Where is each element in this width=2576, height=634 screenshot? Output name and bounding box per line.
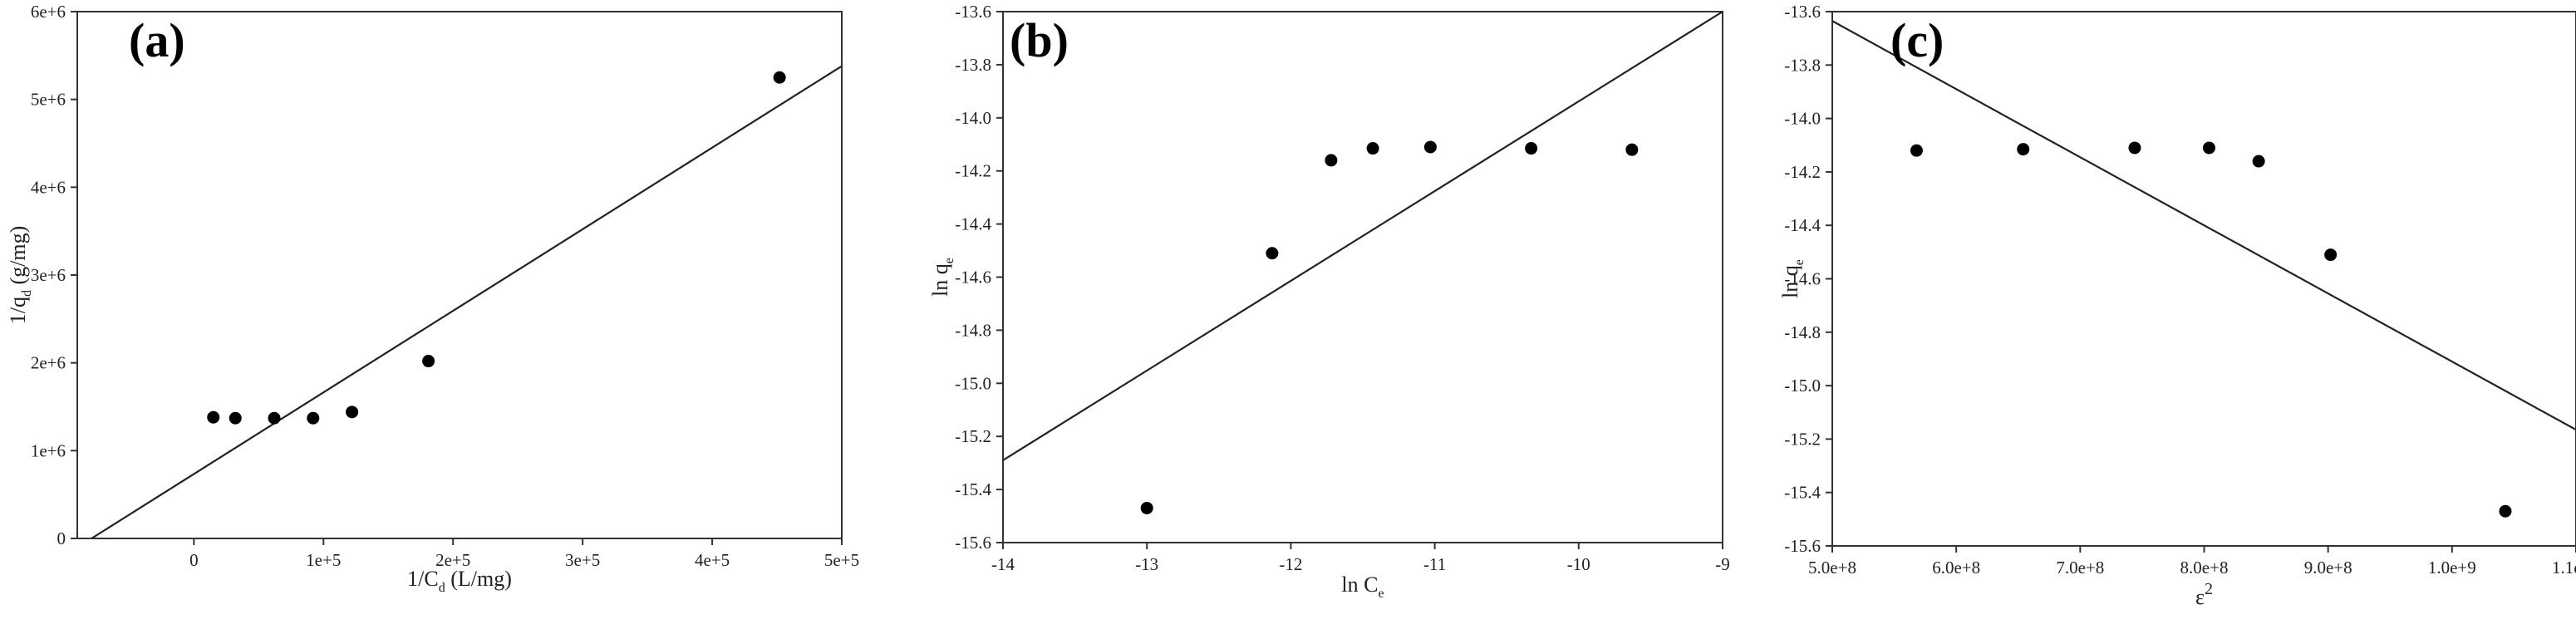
data-point bbox=[207, 410, 220, 424]
x-tick-label: -14 bbox=[991, 554, 1015, 574]
chart-panel-1: -15.6 -15.4 -15.2 -15.0 -14.8 -14.6 -14.4 -14.2… bbox=[928, 2, 1730, 601]
y-tick-label: -13.6 bbox=[1784, 2, 1821, 22]
x-tick-label: 8.0e+8 bbox=[2180, 558, 2229, 577]
y-tick-label: -14.0 bbox=[1784, 109, 1821, 129]
y-tick-label: -15.4 bbox=[955, 479, 991, 499]
data-point bbox=[307, 411, 320, 425]
y-tick-label: 4e+6 bbox=[31, 177, 66, 197]
y-axis-label: ln qe bbox=[1778, 259, 1807, 298]
data-point bbox=[422, 355, 435, 368]
data-point bbox=[1325, 154, 1338, 167]
y-tick-label: -14.8 bbox=[955, 320, 991, 340]
x-tick-label: 5e+5 bbox=[824, 550, 859, 570]
x-tick-label: 5.0e+8 bbox=[1808, 558, 1856, 577]
y-tick-label: -15.2 bbox=[1784, 429, 1821, 449]
y-tick-label: 5e+6 bbox=[31, 90, 66, 110]
fit-line bbox=[91, 65, 842, 538]
y-tick-label: -14.6 bbox=[1784, 269, 1821, 289]
y-tick-label: -13.6 bbox=[955, 2, 991, 22]
panel-label: (a) bbox=[129, 13, 185, 67]
plot-frame bbox=[1831, 11, 2576, 547]
y-tick-label: 1e+6 bbox=[31, 440, 66, 460]
y-tick-label: -13.8 bbox=[955, 55, 991, 75]
y-tick-label: -14.0 bbox=[955, 108, 991, 128]
data-point bbox=[1625, 143, 1639, 156]
y-tick-label: -15.6 bbox=[1784, 536, 1821, 556]
y-tick-label: -15.4 bbox=[1784, 483, 1821, 503]
y-tick-label: 2e+6 bbox=[31, 353, 66, 373]
data-point bbox=[2499, 504, 2512, 518]
chart-panel-2: -15.6 -15.4 -15.2 -15.0 -14.8 -14.6 -14.4 -14.2… bbox=[1778, 2, 2576, 609]
y-tick-label: -14.6 bbox=[955, 268, 991, 288]
x-tick-label: 6.0e+8 bbox=[1932, 558, 1980, 577]
data-point bbox=[773, 71, 786, 84]
data-point bbox=[1266, 247, 1279, 260]
y-axis-label: 1/qd (g/mg) bbox=[6, 226, 34, 325]
panel-label: (c) bbox=[1890, 13, 1944, 67]
y-tick-label: -15.6 bbox=[955, 533, 991, 553]
fit-line bbox=[1832, 20, 2576, 431]
x-tick-label: 7.0e+8 bbox=[2056, 558, 2104, 577]
x-tick-label: -11 bbox=[1423, 554, 1446, 574]
plot-frame bbox=[1002, 11, 1723, 543]
x-tick-label: 4e+5 bbox=[695, 550, 730, 570]
data-point bbox=[2202, 141, 2215, 155]
x-tick-label: 1.0e+9 bbox=[2428, 558, 2476, 577]
x-tick-label: 9.0e+8 bbox=[2304, 558, 2352, 577]
y-tick-label: 0 bbox=[57, 528, 66, 548]
y-tick-label: 3e+6 bbox=[31, 265, 66, 285]
data-point bbox=[229, 411, 242, 425]
x-tick-label: 1e+5 bbox=[306, 550, 341, 570]
data-point bbox=[1366, 142, 1379, 155]
y-tick-label: -15.2 bbox=[955, 426, 991, 446]
data-point bbox=[1140, 501, 1153, 514]
x-tick-label: -12 bbox=[1279, 554, 1302, 574]
x-tick-label: -10 bbox=[1567, 554, 1590, 574]
y-axis-label: ln qe bbox=[928, 258, 956, 297]
y-tick-label: -15.0 bbox=[955, 373, 991, 393]
y-tick-label: -13.8 bbox=[1784, 55, 1821, 75]
y-tick-label: 6e+6 bbox=[31, 2, 66, 22]
data-point bbox=[1910, 144, 1923, 157]
y-tick-label: -14.2 bbox=[955, 161, 991, 181]
x-axis-label: ln Ce bbox=[1341, 573, 1384, 601]
data-point bbox=[2128, 141, 2141, 155]
x-axis-label: 1/Cd (L/mg) bbox=[407, 567, 512, 595]
y-tick-label: -14.4 bbox=[1784, 215, 1821, 235]
panel-label: (b) bbox=[1010, 13, 1069, 67]
x-tick-label: -13 bbox=[1135, 554, 1158, 574]
fit-line bbox=[1003, 12, 1723, 461]
x-axis-label: ε2 bbox=[2195, 580, 2213, 609]
data-point bbox=[1423, 140, 1437, 154]
y-tick-label: -14.8 bbox=[1784, 322, 1821, 342]
data-point bbox=[2324, 248, 2338, 262]
x-tick-label: 1.1e+9 bbox=[2552, 558, 2576, 577]
chart-panel-0: 0 1e+6 2e+6 3e+6 4e+6 5e+6 6e+6 0 1e+5 2e+5 3e+5 4e… bbox=[6, 2, 859, 595]
plot-frame bbox=[76, 11, 843, 539]
y-tick-label: -14.2 bbox=[1784, 162, 1821, 182]
data-point bbox=[268, 411, 281, 425]
data-point bbox=[2252, 155, 2265, 168]
y-tick-label: -15.0 bbox=[1784, 376, 1821, 396]
x-tick-label: 3e+5 bbox=[565, 550, 600, 570]
x-tick-label: 2e+5 bbox=[435, 550, 470, 570]
y-tick-label: -14.4 bbox=[955, 214, 991, 234]
x-tick-label: 0 bbox=[189, 550, 199, 570]
data-point bbox=[2017, 143, 2030, 156]
data-point bbox=[1525, 142, 1538, 155]
x-tick-label: -9 bbox=[1715, 554, 1730, 574]
data-point bbox=[346, 405, 359, 419]
